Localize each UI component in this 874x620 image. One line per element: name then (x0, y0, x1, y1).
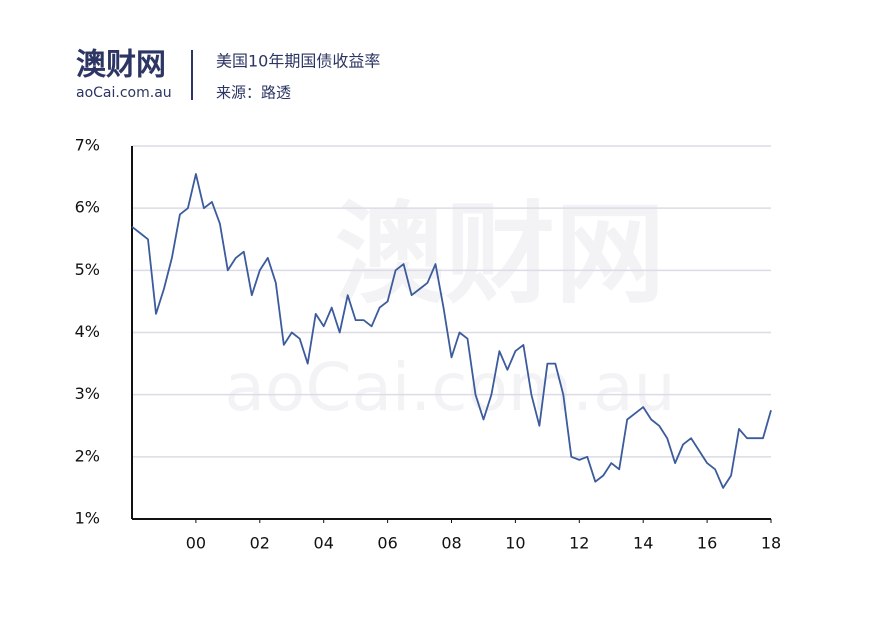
x-tick-label: 10 (505, 534, 525, 553)
logo-site: aoCai.com.au (76, 85, 172, 101)
x-tick-label: 04 (314, 534, 334, 553)
watermark-name: 澳财网 (335, 190, 665, 318)
y-tick-label: 5% (75, 260, 100, 279)
y-tick-label: 3% (75, 384, 100, 403)
series-line (131, 173, 772, 489)
y-tick-label: 2% (75, 446, 100, 465)
logo-name: 澳财网 (76, 48, 166, 83)
y-tick-label: 7% (75, 136, 100, 155)
x-tick-label: 12 (569, 534, 589, 553)
y-tick-label: 6% (75, 198, 100, 217)
x-tick-label: 00 (186, 534, 206, 553)
watermark-site: aoCai.com.au (225, 349, 676, 426)
x-tick-label: 16 (697, 534, 717, 553)
chart-title: 美国10年期国债收益率 (216, 52, 380, 71)
x-tick-label: 18 (761, 534, 781, 553)
chart-subtitle: 来源：路透 (216, 84, 291, 102)
x-tick-label: 02 (250, 534, 270, 553)
x-tick-label: 06 (377, 534, 397, 553)
x-tick-label: 08 (441, 534, 461, 553)
x-tick-label: 14 (633, 534, 653, 553)
y-tick-label: 4% (75, 322, 100, 341)
y-tick-label: 1% (75, 509, 100, 528)
